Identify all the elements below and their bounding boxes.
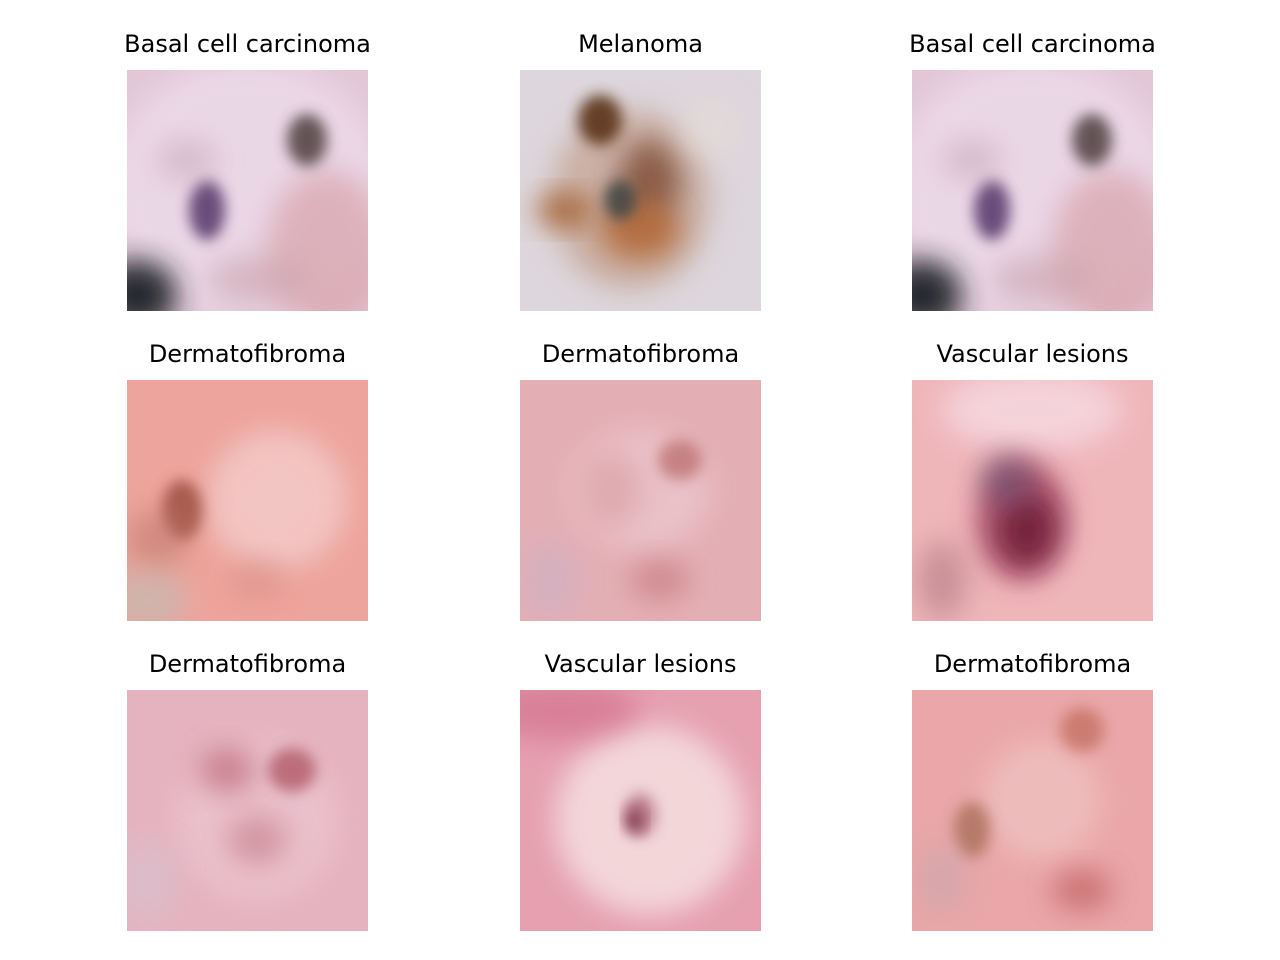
lesion-image bbox=[912, 690, 1153, 931]
image-blob bbox=[520, 540, 580, 620]
panel-title: Dermatofibroma bbox=[934, 650, 1131, 678]
image-blob bbox=[578, 95, 622, 145]
image-blob bbox=[127, 260, 177, 311]
panel-title: Dermatofibroma bbox=[149, 650, 346, 678]
image-blob bbox=[207, 255, 307, 305]
lesion-image bbox=[520, 690, 761, 931]
image-blob bbox=[982, 455, 1032, 505]
image-blob bbox=[917, 540, 967, 620]
image-blob bbox=[1052, 170, 1153, 311]
image-blob bbox=[1060, 708, 1104, 752]
panel-title: Basal cell carcinoma bbox=[909, 30, 1156, 58]
lesion-image bbox=[912, 70, 1153, 311]
image-blob bbox=[127, 510, 187, 570]
panel-title: Dermatofibroma bbox=[542, 340, 739, 368]
image-blob bbox=[912, 260, 962, 311]
image-blob bbox=[157, 140, 217, 180]
image-blob bbox=[207, 430, 347, 570]
panel-title: Vascular lesions bbox=[936, 340, 1128, 368]
image-blob bbox=[917, 845, 967, 915]
image-blob bbox=[658, 440, 702, 480]
image-blob bbox=[624, 793, 656, 837]
image-blob bbox=[520, 690, 640, 740]
image-blob bbox=[287, 114, 327, 166]
panel-title: Dermatofibroma bbox=[149, 340, 346, 368]
image-blob bbox=[982, 740, 1102, 860]
lesion-image bbox=[127, 70, 368, 311]
image-blob bbox=[954, 802, 990, 858]
image-blob bbox=[974, 180, 1010, 240]
image-blob bbox=[942, 380, 1122, 450]
image-blob bbox=[604, 180, 636, 220]
image-blob bbox=[537, 194, 593, 226]
image-blob bbox=[227, 560, 287, 600]
image-blob bbox=[268, 748, 316, 792]
image-blob bbox=[1052, 870, 1112, 910]
panel-title: Melanoma bbox=[578, 30, 703, 58]
image-blob bbox=[189, 180, 225, 240]
image-blob bbox=[227, 815, 287, 865]
lesion-image bbox=[520, 70, 761, 311]
image-blob bbox=[127, 840, 177, 920]
image-blob bbox=[1072, 114, 1112, 166]
lesion-image bbox=[520, 380, 761, 621]
lesion-image bbox=[127, 690, 368, 931]
image-blob bbox=[992, 255, 1092, 305]
image-blob bbox=[942, 140, 1002, 180]
image-blob bbox=[580, 450, 640, 530]
image-blob bbox=[630, 560, 690, 600]
lesion-image bbox=[912, 380, 1153, 621]
image-blob bbox=[267, 170, 368, 311]
image-blob bbox=[199, 748, 255, 792]
lesion-image bbox=[127, 380, 368, 621]
panel-title: Basal cell carcinoma bbox=[124, 30, 371, 58]
image-blob bbox=[680, 100, 740, 160]
image-blob bbox=[999, 495, 1055, 565]
panel-title: Vascular lesions bbox=[544, 650, 736, 678]
image-blob bbox=[127, 570, 187, 621]
